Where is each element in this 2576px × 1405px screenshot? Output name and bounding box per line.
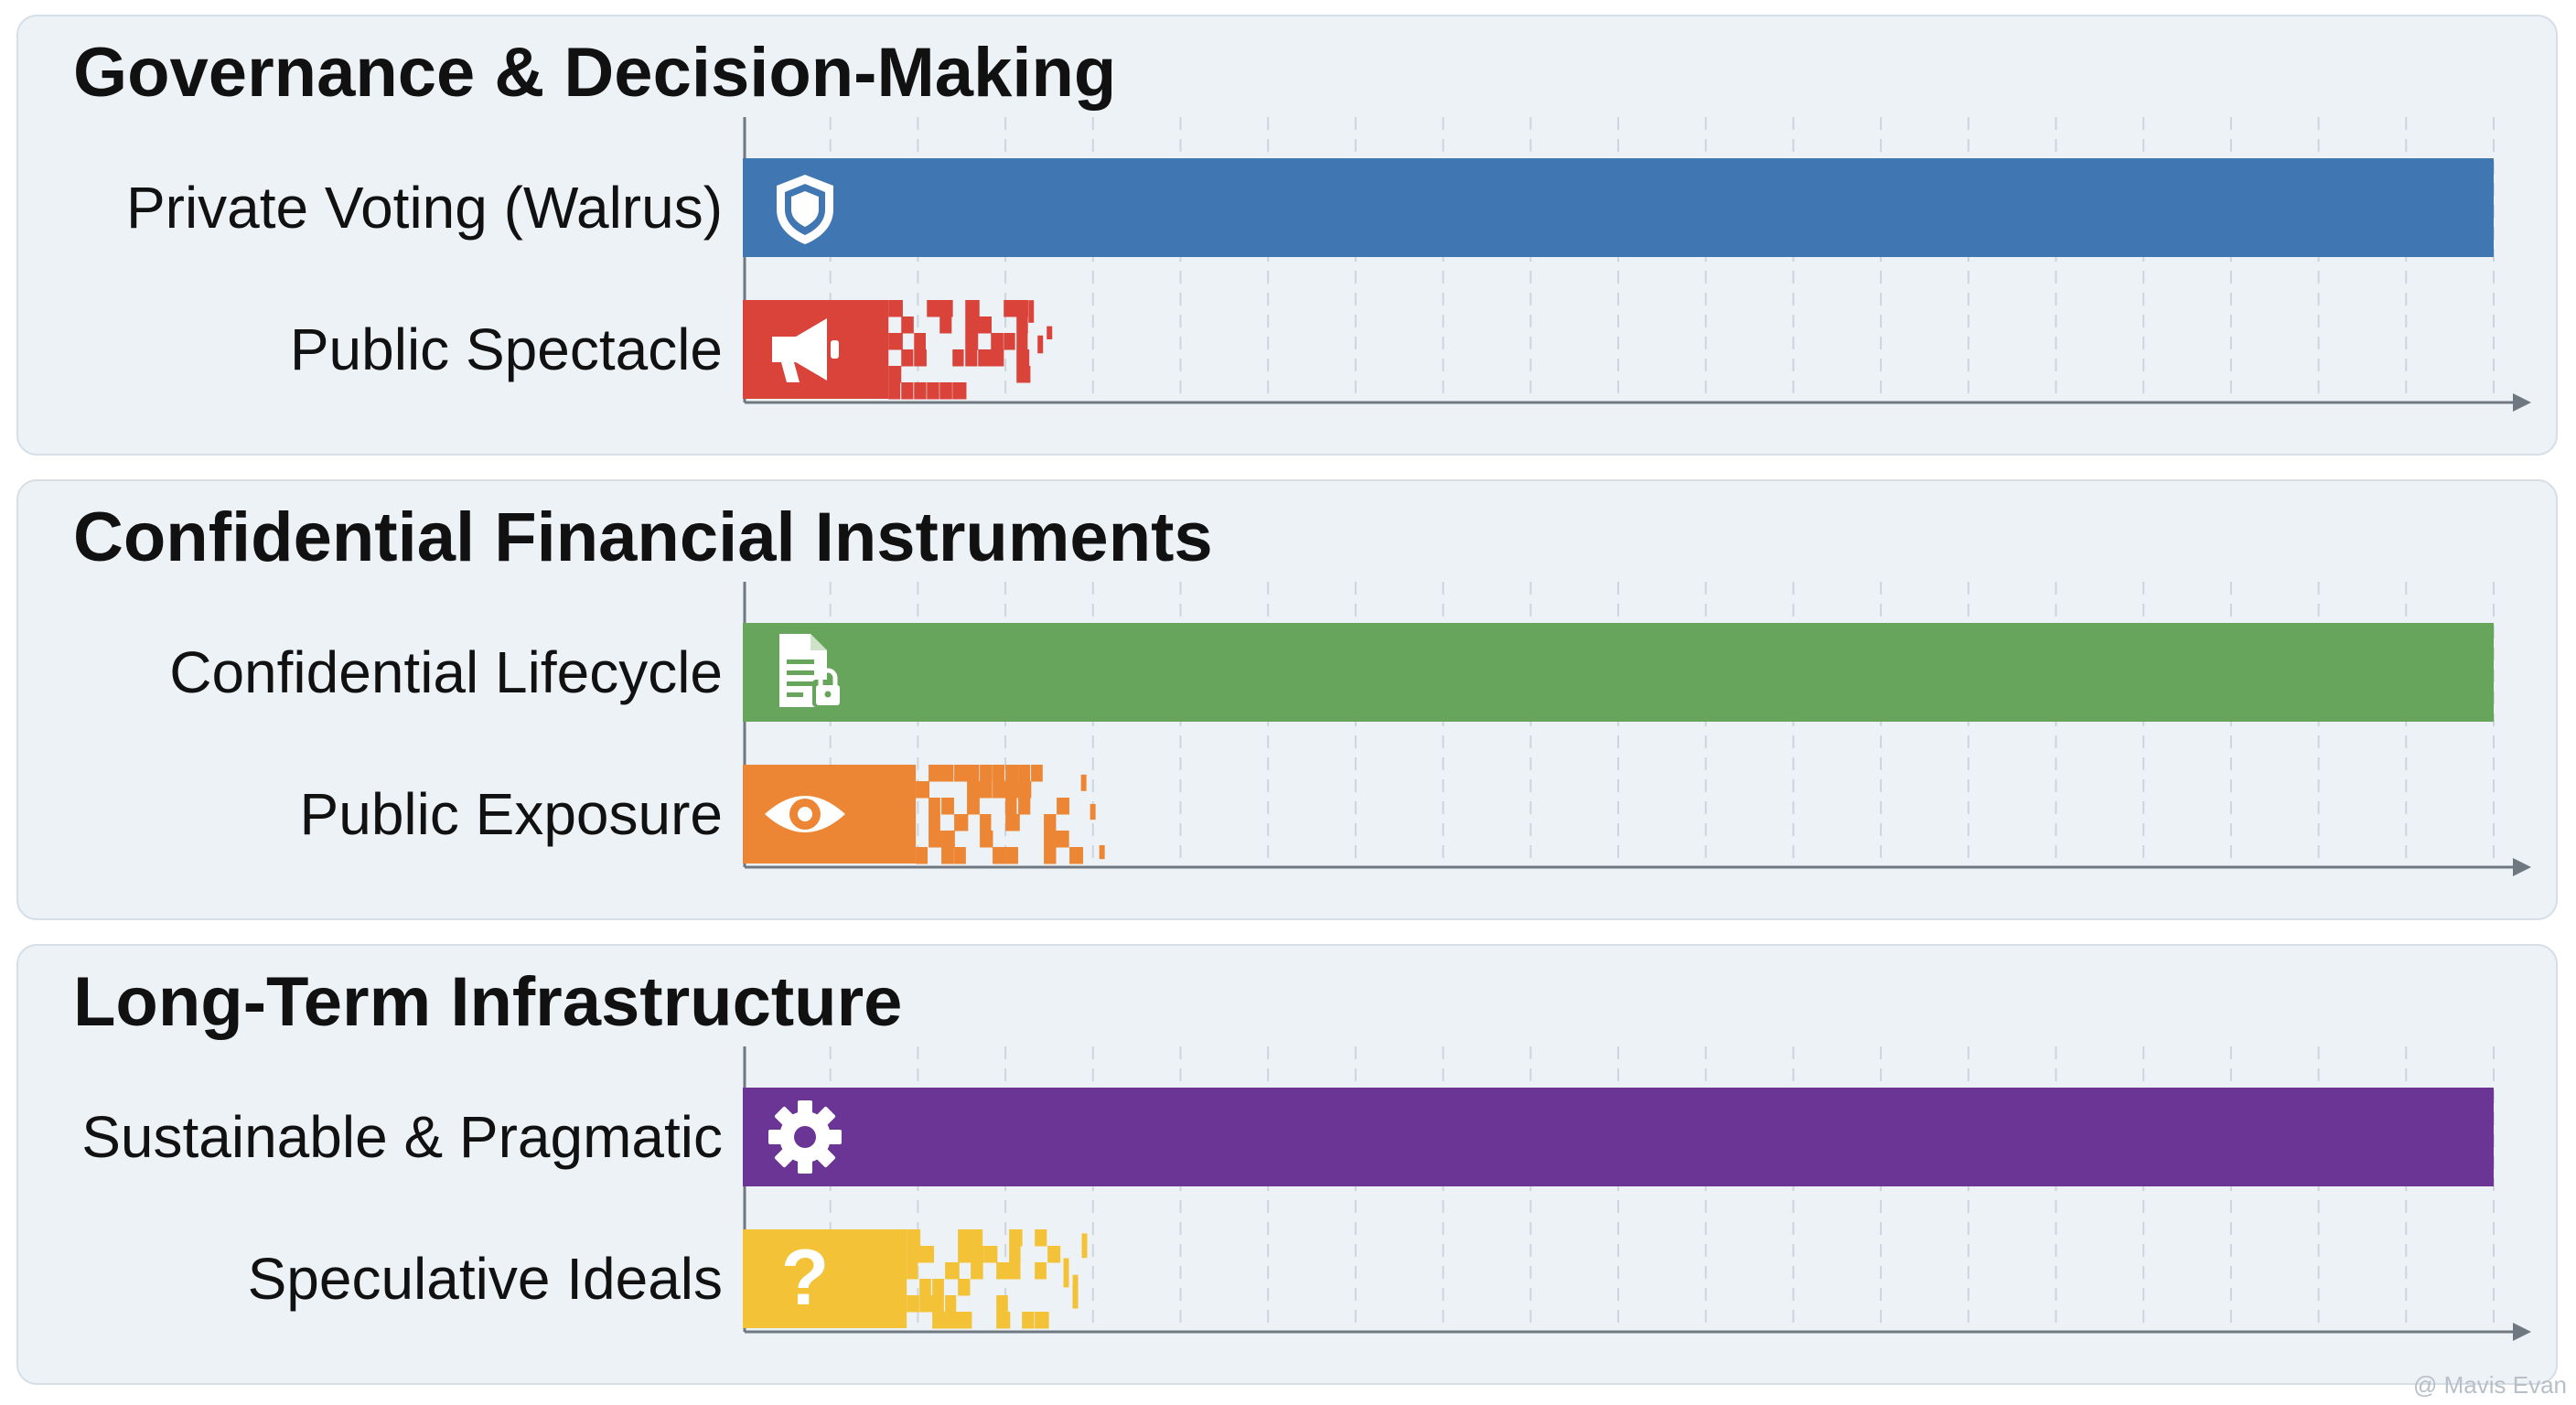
bar [743, 1088, 2494, 1186]
category-label: Speculative Ideals [247, 1246, 723, 1312]
category-label: Confidential Lifecycle [169, 639, 723, 705]
category-label: Public Exposure [299, 781, 723, 847]
x-axis-arrow [2513, 393, 2531, 412]
gear-icon [768, 1100, 842, 1174]
chart-panel: Governance & Decision-Making Private Voti… [16, 15, 2558, 456]
bar-plot [743, 582, 2531, 876]
chart-panel: Confidential Financial Instruments Confid… [16, 479, 2558, 920]
bar [743, 623, 2494, 722]
chart-title: Governance & Decision-Making [73, 34, 1117, 112]
bar [743, 158, 2494, 257]
x-axis-arrow [2513, 1323, 2531, 1341]
chart-title: Long-Term Infrastructure [73, 963, 903, 1041]
watermark: @ Mavis Evan [2413, 1371, 2567, 1399]
bar [743, 1229, 1088, 1329]
shield-icon [777, 175, 833, 244]
svg-text:?: ? [781, 1234, 830, 1322]
question-mark-icon: ? [781, 1234, 830, 1322]
bar-plot [743, 117, 2531, 412]
category-label: Sustainable & Pragmatic [81, 1104, 723, 1170]
locked-document-icon [779, 634, 843, 707]
category-label: Public Spectacle [289, 316, 723, 382]
eye-icon [765, 796, 845, 832]
x-axis-arrow [2513, 858, 2531, 876]
chart-panel: Long-Term Infrastructure Sustainable & Pr… [16, 944, 2558, 1385]
bar-plot: ? [743, 1046, 2531, 1341]
category-label: Private Voting (Walrus) [125, 175, 723, 241]
chart-title: Confidential Financial Instruments [73, 499, 1213, 576]
megaphone-icon [772, 318, 839, 382]
